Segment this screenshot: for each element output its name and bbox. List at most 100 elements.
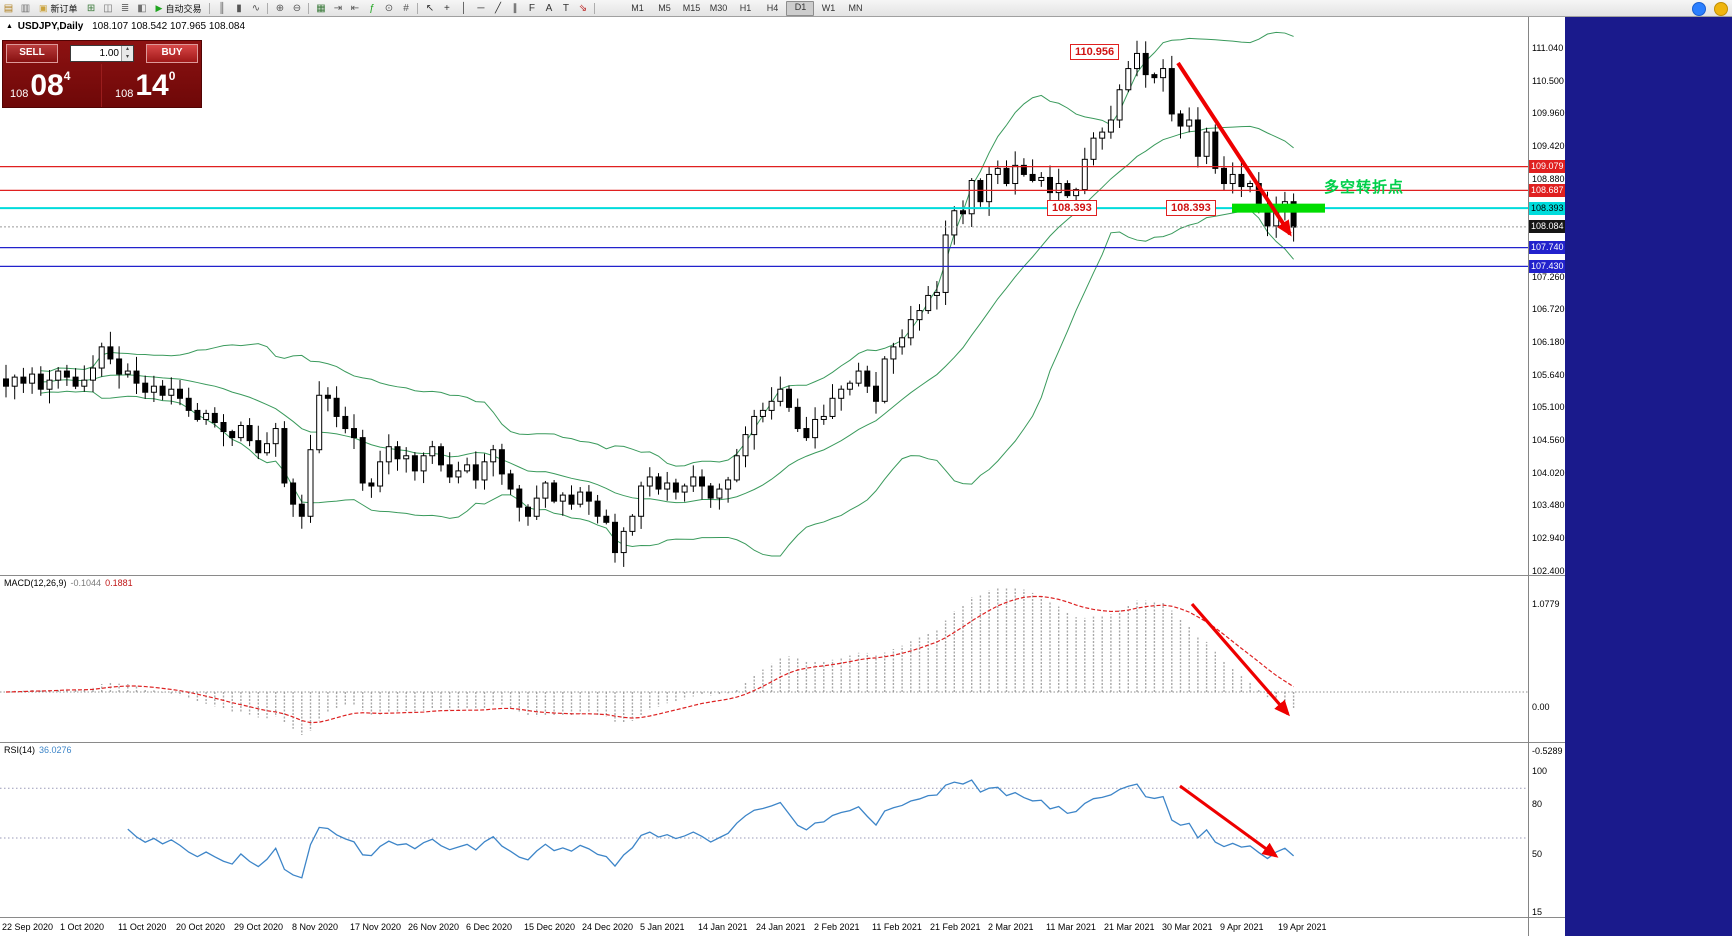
horizontal-line-icon[interactable]: ─ — [472, 1, 489, 15]
cursor-icon[interactable]: ↖ — [421, 1, 438, 15]
date-label: 2 Feb 2021 — [814, 922, 860, 932]
price-scale-label: 102.940 — [1532, 533, 1565, 544]
rsi-scale-80: 80 — [1532, 799, 1543, 809]
zoom-in-icon[interactable]: ⊕ — [271, 1, 288, 15]
tile-windows-icon[interactable]: ▦ — [312, 1, 329, 15]
macd-scale-bottom: -0.5289 — [1532, 746, 1563, 756]
price-scale-label: 103.480 — [1532, 500, 1565, 511]
volume-input[interactable]: 1.00 — [99, 48, 119, 59]
templates-icon[interactable]: # — [397, 1, 414, 15]
crosshair-icon[interactable]: + — [438, 1, 455, 15]
price-scale-label: 108.880 — [1532, 173, 1565, 184]
line-chart-icon[interactable]: ∿ — [247, 1, 264, 15]
candlestick-chart-icon[interactable]: ▮ — [230, 1, 247, 15]
timeframe-D1[interactable]: D1 — [786, 0, 815, 16]
price-line-label: 107.430 — [1529, 259, 1566, 273]
price-line-label: 109.079 — [1529, 160, 1566, 174]
auto-trading-button-label: 自动交易 — [165, 3, 202, 14]
terminal-icon-icon: ◧ — [137, 2, 147, 14]
date-label: 17 Nov 2020 — [350, 922, 402, 932]
timeframe-H4[interactable]: H4 — [766, 2, 779, 13]
date-label: 9 Apr 2021 — [1220, 922, 1264, 932]
peak-price-label[interactable]: 110.956 — [1070, 44, 1120, 60]
trendline-icon[interactable]: ╱ — [489, 1, 506, 15]
navigator-icon[interactable]: ≣ — [117, 1, 134, 15]
date-label: 11 Oct 2020 — [118, 922, 167, 932]
text-icon[interactable]: A — [540, 1, 557, 15]
chart-shift-icon[interactable]: ⇤ — [346, 1, 363, 15]
rsi-scale-15: 15 — [1532, 907, 1543, 917]
toolbar-right-group — [1692, 2, 1728, 16]
periods-icon[interactable]: ⊙ — [380, 1, 397, 15]
indicators-add-icon[interactable]: ƒ — [363, 1, 380, 15]
timeframe-M1[interactable]: M1 — [631, 2, 644, 13]
macd-name: MACD(12,26,9) — [4, 578, 67, 588]
support-price-label-left[interactable]: 108.393 — [1047, 200, 1097, 216]
price-scale-label: 105.640 — [1532, 369, 1565, 380]
terminal-icon[interactable]: ◧ — [134, 1, 151, 15]
spin-down-icon[interactable]: ▾ — [125, 53, 129, 60]
date-label: 19 Apr 2021 — [1278, 922, 1327, 932]
fibonacci-icon[interactable]: F — [523, 1, 540, 15]
auto-trading-icon: ▶ — [155, 2, 163, 13]
vertical-line-icon[interactable]: │ — [455, 1, 472, 15]
timeframe-M30[interactable]: M30 — [709, 2, 728, 13]
arrow-tool-icon-icon: ⇘ — [578, 2, 588, 14]
overlay-blue-app-icon[interactable] — [1692, 2, 1706, 16]
sell-button[interactable]: SELL — [6, 44, 58, 63]
auto-scroll-icon-icon: ⇥ — [333, 2, 343, 14]
toolbar: ▤ ▥ ▣ 新订单 ⊞ ◫ ≣ ◧ ▶ 自动交易 ║ ▮ ∿ ⊕ ⊖ ▦ ⇥ ⇤ ƒ ⊙ # ↖ + │ ─ ╱ ∥ F A T ⇘ M1 M… — [0, 0, 1732, 17]
toolbar-separator — [417, 2, 419, 14]
date-label: 20 Oct 2020 — [176, 922, 226, 932]
macd-scale-zero: 0.00 — [1532, 702, 1550, 712]
new-chart-icon-icon: ▤ — [3, 2, 14, 14]
new-order-button[interactable]: ▣ 新订单 — [34, 1, 83, 15]
time-axis[interactable]: 22 Sep 2020 1 Oct 2020 11 Oct 2020 20 Oct 2… — [0, 919, 1528, 936]
text-icon-icon: A — [545, 2, 553, 14]
new-chart-icon[interactable]: ▤ — [0, 1, 17, 15]
price-scale[interactable]: 1.0779 0.00 -0.5289 100 80 50 15 111.040… — [1528, 16, 1566, 936]
spin-up-icon[interactable]: ▴ — [125, 46, 129, 52]
volume-spin-buttons[interactable]: ▴ ▾ — [121, 46, 133, 61]
price-chart-canvas[interactable] — [0, 0, 1565, 936]
price-line-label: 108.687 — [1529, 183, 1566, 197]
overlay-yellow-app-icon[interactable] — [1714, 2, 1728, 16]
label-icon[interactable]: T — [557, 1, 574, 15]
arrow-tool-icon[interactable]: ⇘ — [574, 1, 591, 15]
price-scale-label: 110.500 — [1532, 75, 1564, 86]
bar-chart-icon[interactable]: ║ — [213, 1, 230, 15]
market-watch-icon[interactable]: ⊞ — [83, 1, 100, 15]
timeframe-M15[interactable]: M15 — [682, 2, 701, 13]
data-window-icon[interactable]: ◫ — [100, 1, 117, 15]
auto-scroll-icon[interactable]: ⇥ — [329, 1, 346, 15]
bid-prefix: 108 — [10, 88, 29, 100]
date-label: 21 Feb 2021 — [930, 922, 981, 932]
zoom-out-icon[interactable]: ⊖ — [288, 1, 305, 15]
channel-icon[interactable]: ∥ — [506, 1, 523, 15]
symbol-timeframe-label: USDJPY,Daily — [17, 21, 84, 32]
buy-button[interactable]: BUY — [146, 44, 198, 63]
date-label: 24 Dec 2020 — [582, 922, 634, 932]
profiles-icon[interactable]: ▥ — [17, 1, 34, 15]
one-click-trading-panel: SELL 1.00 ▴ ▾ BUY 108 08 4 108 14 0 — [2, 40, 202, 108]
date-label: 30 Mar 2021 — [1162, 922, 1213, 932]
timeframe-M5[interactable]: M5 — [658, 2, 671, 13]
date-label: 8 Nov 2020 — [292, 922, 339, 932]
date-label: 1 Oct 2020 — [60, 922, 105, 932]
trendline-icon-icon: ╱ — [494, 2, 501, 14]
periods-icon-icon: ⊙ — [384, 2, 394, 14]
toolbar-separator — [594, 2, 596, 14]
date-label: 6 Dec 2020 — [466, 922, 513, 932]
date-label: 11 Feb 2021 — [872, 922, 922, 932]
support-price-label-right[interactable]: 108.393 — [1166, 200, 1216, 216]
zoom-in-icon-icon: ⊕ — [275, 2, 285, 14]
date-label: 5 Jan 2021 — [640, 922, 685, 932]
volume-stepper[interactable]: 1.00 ▴ ▾ — [70, 45, 134, 62]
timeframe-MN[interactable]: MN — [848, 2, 863, 13]
rsi-value: 36.0276 — [39, 745, 72, 755]
price-scale-label: 106.180 — [1532, 337, 1565, 348]
timeframe-H1[interactable]: H1 — [739, 2, 752, 13]
macd-scale-top: 1.0779 — [1532, 599, 1560, 609]
timeframe-W1[interactable]: W1 — [821, 2, 836, 13]
auto-trading-button[interactable]: ▶ 自动交易 — [151, 1, 207, 15]
